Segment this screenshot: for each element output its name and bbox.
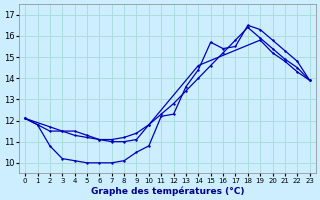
X-axis label: Graphe des températures (°C): Graphe des températures (°C) (91, 186, 244, 196)
